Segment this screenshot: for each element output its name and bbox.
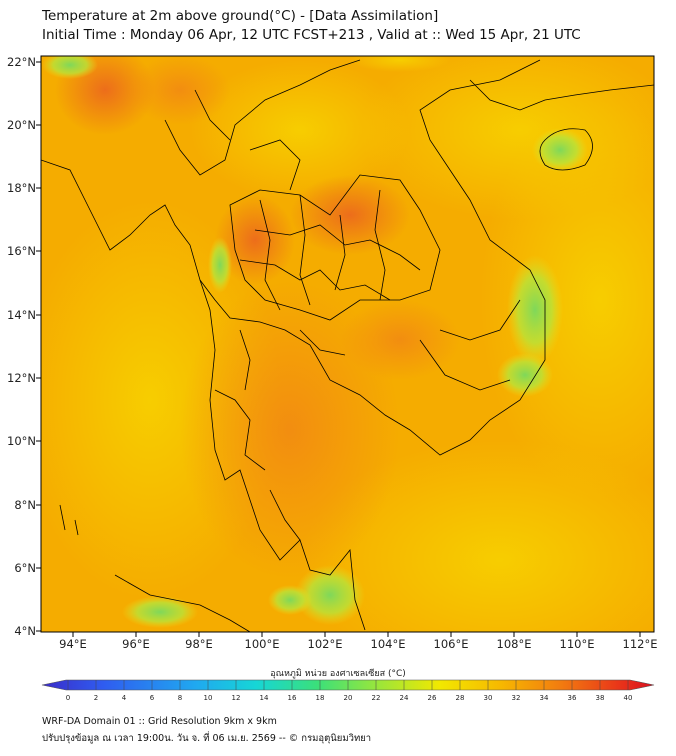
colorbar-tick-label: 4 <box>122 694 127 702</box>
colorbar-tick-label: 26 <box>428 694 437 702</box>
lat-label: 22°N <box>7 55 36 69</box>
colorbar-tick-label: 2 <box>94 694 98 702</box>
temperature-map: 22°N 20°N 18°N 16°N 14°N 12°N 10°N 8°N 6… <box>7 55 657 702</box>
lon-labels: 94°E 96°E 98°E 100°E 102°E 104°E 106°E 1… <box>59 637 657 651</box>
colorbar-tick-label: 0 <box>66 694 70 702</box>
lat-label: 12°N <box>7 371 36 385</box>
lon-label: 102°E <box>308 637 343 651</box>
colorbar-tick-label: 16 <box>288 694 297 702</box>
colorbar-tick-label: 32 <box>512 694 521 702</box>
lat-labels: 22°N 20°N 18°N 16°N 14°N 12°N 10°N 8°N 6… <box>7 55 36 638</box>
lon-label: 106°E <box>434 637 469 651</box>
lat-label: 14°N <box>7 308 36 322</box>
lat-label: 8°N <box>14 498 36 512</box>
colorbar-ticks: 0 2 4 6 8 10 12 14 16 18 20 22 24 26 28 30 32 34 36 38 40 <box>66 680 633 702</box>
colorbar-tick-label: 22 <box>372 694 381 702</box>
lon-label: 98°E <box>185 637 213 651</box>
lat-tick-marks <box>36 61 41 632</box>
map-frame <box>40 55 655 633</box>
colorbar-tick-label: 38 <box>596 694 605 702</box>
footer-update-info: ปรับปรุงข้อมูล ณ เวลา 19:00น. วัน จ. ที่… <box>42 733 372 744</box>
lon-label: 96°E <box>122 637 150 651</box>
lat-label: 20°N <box>7 118 36 132</box>
colorbar: 0 2 4 6 8 10 12 14 16 18 20 22 24 26 28 30 32 34 36 38 40 <box>41 679 655 702</box>
lat-label: 4°N <box>14 624 36 638</box>
colorbar-tick-label: 28 <box>456 694 465 702</box>
footer-grid-info: WRF-DA Domain 01 :: Grid Resolution 9km … <box>42 716 277 727</box>
lat-label: 18°N <box>7 181 36 195</box>
colorbar-tick-label: 18 <box>316 694 325 702</box>
colorbar-tick-label: 8 <box>178 694 182 702</box>
map-title: Temperature at 2m above ground(°C) - [Da… <box>42 8 439 24</box>
map-subtitle: Initial Time : Monday 06 Apr, 12 UTC FCS… <box>42 27 581 43</box>
coastlines-borders <box>41 59 654 632</box>
colorbar-tick-label: 6 <box>150 694 155 702</box>
lat-label: 16°N <box>7 244 36 258</box>
lon-label: 110°E <box>560 637 595 651</box>
colorbar-tick-label: 40 <box>624 694 633 702</box>
lat-label: 6°N <box>14 561 36 575</box>
colorbar-tick-label: 12 <box>232 694 241 702</box>
temperature-field <box>41 56 654 632</box>
lon-label: 94°E <box>59 637 87 651</box>
colorbar-title: อุณหภูมิ หน่วย องศาเซลเซียส (°C) <box>270 669 406 679</box>
lon-label: 100°E <box>245 637 280 651</box>
lon-label: 112°E <box>623 637 658 651</box>
colorbar-tick-label: 10 <box>204 694 213 702</box>
lon-label: 108°E <box>497 637 532 651</box>
colorbar-tick-label: 34 <box>540 694 549 702</box>
lat-label: 10°N <box>7 434 36 448</box>
colorbar-tick-label: 20 <box>344 694 353 702</box>
lon-tick-marks <box>72 632 641 637</box>
colorbar-tick-label: 30 <box>484 694 493 702</box>
colorbar-tick-label: 36 <box>568 694 577 702</box>
lon-label: 104°E <box>371 637 406 651</box>
colorbar-tick-label: 14 <box>260 694 269 702</box>
colorbar-tick-label: 24 <box>400 694 409 702</box>
